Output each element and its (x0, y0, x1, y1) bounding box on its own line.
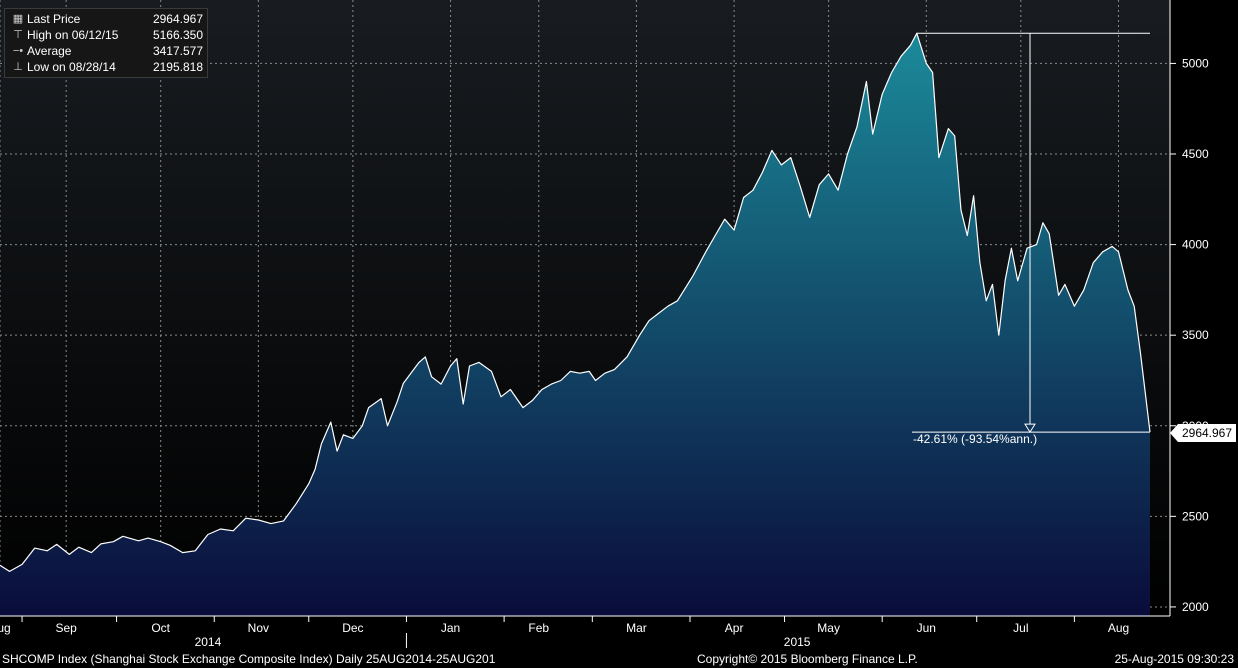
price-area-fill (0, 33, 1150, 617)
last-price-tag-arrow (1170, 424, 1178, 442)
x-tick-label: Aug (0, 621, 11, 635)
x-tick-label: Oct (151, 621, 170, 635)
y-tick-label: 2000 (1182, 600, 1209, 614)
y-tick-label: 4500 (1182, 147, 1209, 161)
x-tick-label: Apr (725, 621, 744, 635)
low-marker-icon: ⊥ (13, 61, 23, 73)
x-tick-label: Mar (626, 621, 647, 635)
x-tick-label: Sep (55, 621, 77, 635)
x-tick-label: Nov (248, 621, 269, 635)
last-price-tag: 2964.967 (1178, 424, 1236, 442)
legend-label: Low on 08/28/14 (27, 60, 116, 74)
legend-value: 3417.577 (152, 44, 203, 58)
square-icon: ▦ (12, 13, 24, 25)
footer-timestamp: 25-Aug-2015 09:30:23 (1114, 652, 1234, 666)
year-label: 2014 (195, 635, 222, 649)
price-line (0, 32, 1151, 572)
legend-value: 2964.967 (152, 12, 203, 26)
y-tick-label: 4000 (1182, 238, 1209, 252)
year-label: 2015 (784, 635, 811, 649)
axis-area-background (1170, 0, 1238, 668)
footer-copyright: Copyright© 2015 Bloomberg Finance L.P. (697, 652, 918, 666)
price-area (0, 32, 1151, 617)
drawdown-arrowhead (1024, 423, 1036, 434)
x-tick-label: Jan (441, 621, 460, 635)
legend-label: Average (27, 44, 72, 58)
x-tick-label: Dec (342, 621, 363, 635)
legend: ▦ Last Price 2964.967 ⊤ High on 06/12/15… (4, 8, 208, 78)
x-tick-label: Feb (528, 621, 549, 635)
x-tick-label: Jun (917, 621, 936, 635)
legend-label: High on 06/12/15 (27, 28, 119, 42)
legend-row-average: −• Average 3417.577 (11, 43, 203, 59)
y-tick-label: 3500 (1182, 328, 1209, 342)
drawdown-annotation (912, 32, 1150, 434)
axes: 2000250030003500400045005000AugSepOctNov… (0, 0, 1209, 649)
legend-value: 5166.350 (152, 28, 203, 42)
legend-row-low: ⊥ Low on 08/28/14 2195.818 (11, 59, 203, 75)
legend-label: Last Price (27, 12, 81, 26)
y-tick-label: 5000 (1182, 56, 1209, 70)
average-marker-icon: −• (12, 45, 24, 57)
x-tick-label: May (817, 621, 840, 635)
high-marker-icon: ⊤ (13, 29, 23, 41)
x-tick-label: Aug (1108, 621, 1129, 635)
x-tick-label: Jul (1013, 621, 1028, 635)
legend-value: 2195.818 (152, 60, 203, 74)
change-annotation-label: -42.61% (-93.54%ann.) (913, 432, 1038, 446)
footer-security: SHCOMP Index (Shanghai Stock Exchange Co… (2, 652, 496, 666)
y-tick-label: 2500 (1182, 509, 1209, 523)
legend-row-high: ⊤ High on 06/12/15 5166.350 (11, 27, 203, 43)
legend-row-last-price: ▦ Last Price 2964.967 (11, 11, 203, 27)
